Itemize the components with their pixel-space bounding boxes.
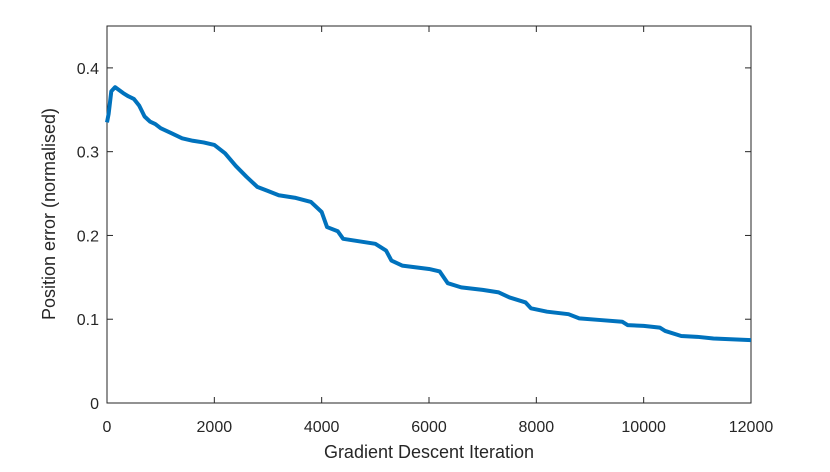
y-tick-label: 0.1 [77,312,99,329]
y-tick-label: 0.4 [77,61,99,78]
x-tick-label: 2000 [197,419,233,436]
x-tick-label: 4000 [304,419,340,436]
y-tick-label: 0.2 [77,228,99,245]
x-tick-label: 8000 [519,419,555,436]
x-tick-label: 10000 [621,419,666,436]
y-tick-label: 0.3 [77,145,99,162]
x-tick-label: 12000 [729,419,774,436]
data-line [105,85,752,343]
y-tick-label: 0 [90,396,99,413]
plot-area [106,25,752,404]
x-tick-label: 6000 [411,419,447,436]
x-tick-label: 0 [103,419,112,436]
x-axis-label: Gradient Descent Iteration [324,442,534,462]
y-axis-label: Position error (normalised) [39,108,59,320]
